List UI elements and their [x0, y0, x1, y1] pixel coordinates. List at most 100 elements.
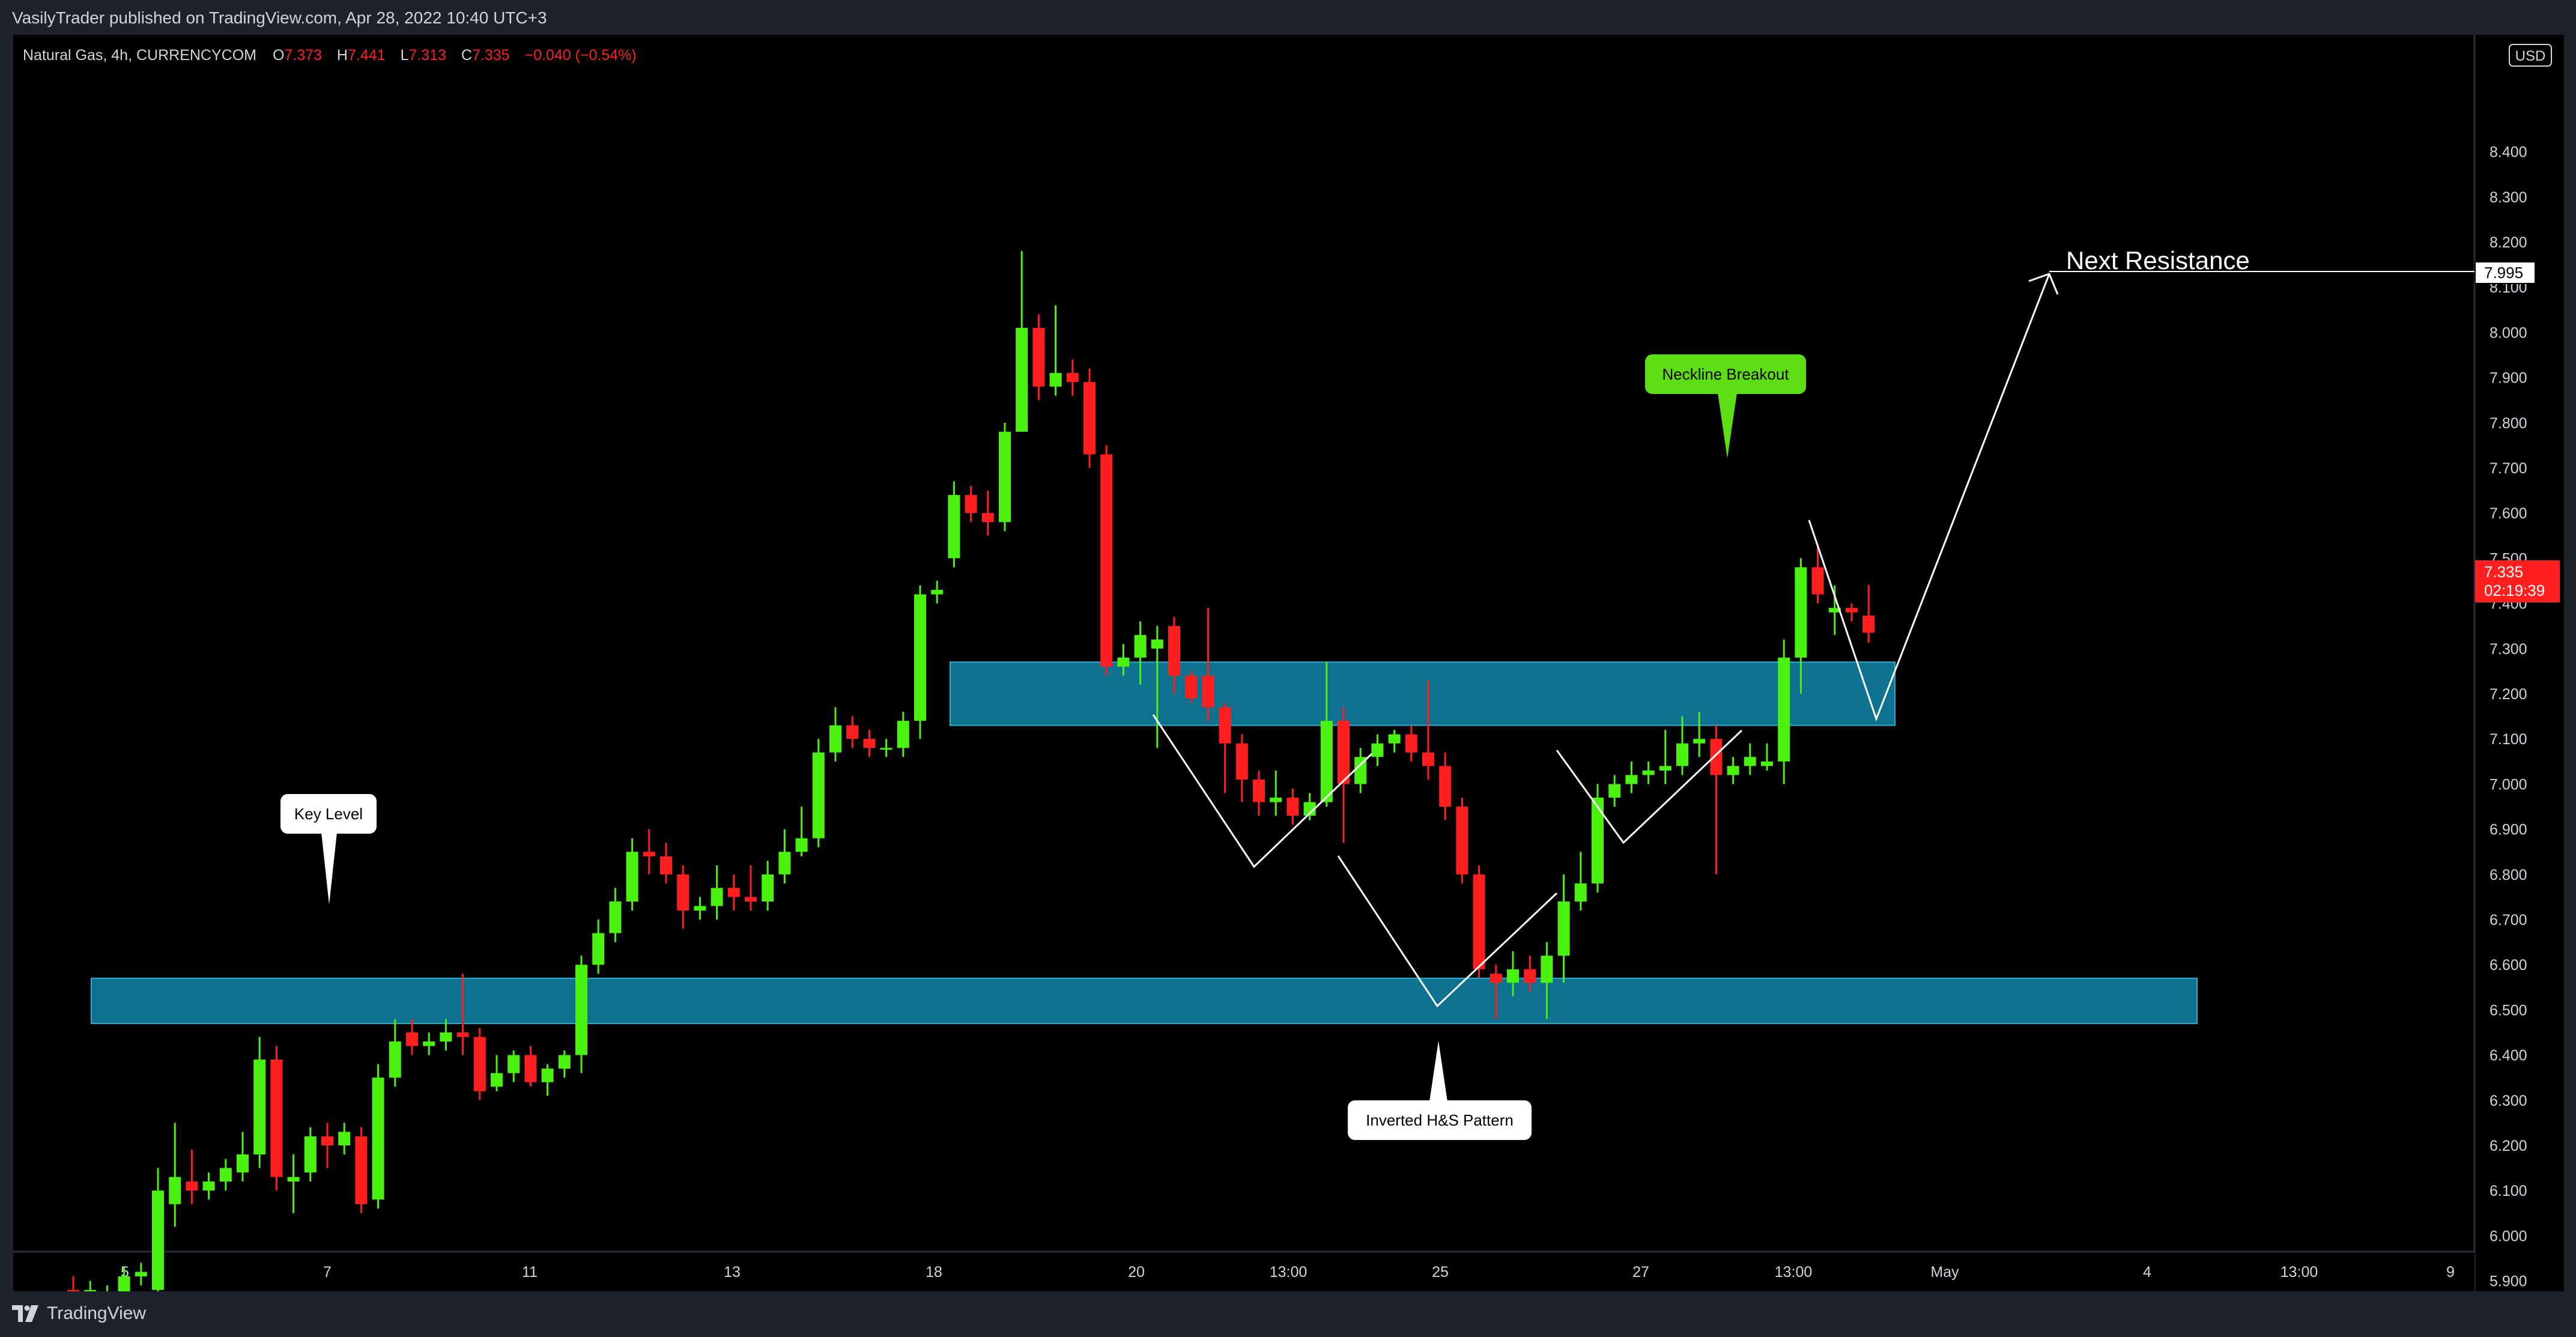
- candle: [1134, 621, 1147, 685]
- candle-body: [711, 888, 723, 906]
- candle: [321, 1123, 333, 1168]
- left-shoulder-line: [1152, 714, 1373, 869]
- candle: [1422, 680, 1434, 780]
- legend-symbol: Natural Gas, 4h, CURRENCYCOM: [23, 47, 256, 64]
- price-scale[interactable]: [2474, 35, 2564, 1291]
- candle: [727, 874, 740, 911]
- candle-body: [1235, 743, 1248, 780]
- candle: [1592, 784, 1604, 893]
- candle-body: [999, 431, 1011, 523]
- candle-body: [1185, 675, 1198, 699]
- x-tick-label: 9: [2446, 1264, 2455, 1281]
- x-tick-label: 27: [1632, 1264, 1649, 1281]
- candle: [355, 1127, 368, 1213]
- resistance-price-label: 7.995: [2484, 264, 2523, 282]
- candle: [270, 1046, 283, 1191]
- y-tick-label: 7.300: [2490, 641, 2527, 658]
- candle-body: [389, 1041, 401, 1078]
- candle: [609, 888, 622, 942]
- x-tick-label: 25: [1432, 1264, 1449, 1281]
- y-tick-label: 7.800: [2490, 415, 2527, 432]
- candle: [1490, 965, 1502, 1019]
- candle: [1270, 770, 1282, 816]
- candle-body: [321, 1136, 333, 1145]
- y-tick-label: 7.000: [2490, 776, 2527, 793]
- candle-body: [965, 495, 977, 514]
- candle-body: [1253, 779, 1265, 802]
- candle-body: [541, 1069, 554, 1082]
- x-tick-label: 11: [522, 1264, 538, 1281]
- pattern-drawings: [1152, 271, 2474, 1008]
- candle-body: [677, 874, 689, 911]
- candle-body: [1693, 739, 1706, 744]
- candle: [338, 1123, 351, 1155]
- candle: [423, 1032, 435, 1055]
- candle: [1168, 617, 1180, 694]
- candle: [1388, 730, 1401, 753]
- candle: [1202, 608, 1214, 721]
- candle-body: [1354, 757, 1367, 784]
- candle-body: [524, 1055, 537, 1082]
- next-resistance-label: Next Resistance: [2066, 246, 2250, 274]
- candle-body: [897, 721, 909, 748]
- candle: [1286, 788, 1299, 825]
- legend-h-value: 7.441: [348, 47, 386, 64]
- key-level-callout-box: [280, 794, 377, 834]
- candle-body: [1541, 956, 1553, 983]
- candle: [660, 843, 672, 884]
- neckline-breakout-callout: Neckline Breakout: [1645, 354, 1806, 458]
- neckline-breakout-callout-box: [1645, 354, 1806, 394]
- inverted-hs-callout-pointer: [1429, 1041, 1447, 1102]
- candle-body: [846, 725, 859, 739]
- y-tick-label: 6.900: [2490, 822, 2527, 838]
- resistance-price-tag: 7.995: [2474, 261, 2536, 284]
- candle: [677, 865, 689, 929]
- candle-body: [1049, 373, 1062, 387]
- candle: [1219, 703, 1231, 793]
- candle: [237, 1132, 249, 1182]
- y-tick-label: 6.000: [2490, 1228, 2527, 1245]
- y-tick-label: 7.700: [2490, 460, 2527, 477]
- candle: [1117, 644, 1130, 676]
- candle-body: [338, 1132, 351, 1145]
- candle: [524, 1046, 537, 1087]
- candle: [965, 486, 977, 523]
- candle-body: [1659, 766, 1671, 771]
- candle-body: [1608, 784, 1621, 798]
- time-scale[interactable]: [13, 1252, 2474, 1291]
- candle-body: [1371, 743, 1384, 757]
- currency-badge[interactable]: [2509, 44, 2552, 67]
- candle-body: [1320, 721, 1333, 802]
- candle-body: [1642, 770, 1655, 775]
- tradingview-logo[interactable]: TradingView: [12, 1303, 146, 1324]
- candle: [440, 1019, 452, 1051]
- candle: [1574, 852, 1587, 911]
- x-tick-label: 13:00: [1270, 1264, 1308, 1281]
- candle-body: [1338, 721, 1350, 784]
- candle: [1354, 748, 1367, 793]
- right-shoulder-line: [1556, 729, 1743, 844]
- candle-body: [981, 513, 994, 523]
- candle-body: [186, 1181, 198, 1191]
- candle-body: [1795, 567, 1807, 658]
- inverted-hs-callout: Inverted H&S Pattern: [1348, 1041, 1532, 1140]
- y-tick-label: 6.800: [2490, 867, 2527, 884]
- candle-body: [202, 1181, 215, 1191]
- candle-body: [812, 752, 825, 838]
- inverted-hs-callout-box: [1348, 1100, 1532, 1140]
- candle-body: [1710, 739, 1723, 775]
- x-tick-label: 13: [724, 1264, 741, 1281]
- legend-l-value: 7.313: [408, 47, 446, 64]
- candle: [1778, 639, 1790, 784]
- candle: [1032, 314, 1045, 401]
- candle-body: [1761, 761, 1773, 766]
- y-tick-label: 8.400: [2490, 144, 2527, 161]
- legend-c-label: C: [461, 47, 472, 64]
- candle: [745, 865, 757, 911]
- candle: [626, 838, 638, 911]
- candle-body: [1592, 797, 1604, 884]
- candle-body: [270, 1060, 283, 1177]
- candle: [778, 829, 791, 884]
